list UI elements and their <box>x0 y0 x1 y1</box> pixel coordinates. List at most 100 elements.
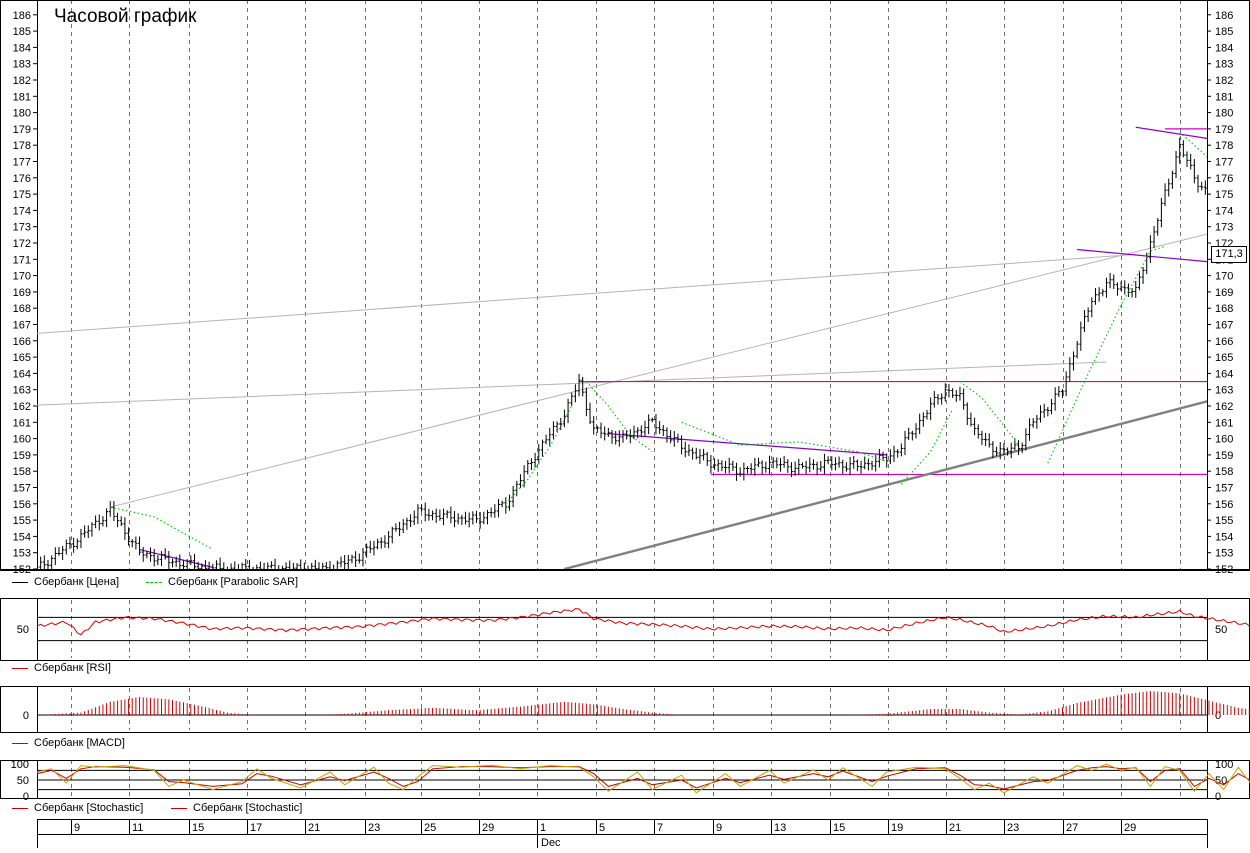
date-tick-label: 21 <box>949 822 961 834</box>
y-tick-label-right: 170 <box>1215 271 1233 283</box>
y-tick-label-right: 177 <box>1215 157 1233 169</box>
legend-stochastic-1-swatch <box>12 807 28 809</box>
y-tick-label-left: 184 <box>13 42 31 54</box>
legend-sar-swatch <box>146 581 162 583</box>
rsi-line <box>36 608 1250 636</box>
legend-rsi-swatch <box>12 667 28 669</box>
rsi-panel-frame <box>0 598 1250 661</box>
y-tick-label-right: 169 <box>1215 287 1233 299</box>
chart-title: Часовой график <box>54 6 197 27</box>
channel-line-2 <box>608 433 887 456</box>
y-tick-label-right: 181 <box>1215 91 1233 103</box>
legend-price: Сбербанк [Цена] <box>12 576 119 588</box>
legend-stochastic-1: Сбербанк [Stochastic] <box>12 802 143 814</box>
y-tick-label-left: 159 <box>13 450 31 462</box>
sar-segment-1 <box>505 405 573 505</box>
y-tick-label-left: 160 <box>13 434 31 446</box>
y-tick-label-right: 165 <box>1215 352 1233 364</box>
month-label: Dec <box>541 837 561 848</box>
y-tick-label-left: 166 <box>13 336 31 348</box>
legend-price-swatch <box>12 581 28 583</box>
y-tick-label-right: 155 <box>1215 515 1233 527</box>
date-tick-label: 1 <box>540 822 546 834</box>
legend-macd: Сбербанк [MACD] <box>12 737 125 749</box>
y-tick-label-left: 171 <box>13 254 31 266</box>
y-tick-label-right: 158 <box>1215 466 1233 478</box>
y-tick-label-left: 154 <box>13 531 31 543</box>
sar-segment-4 <box>900 409 954 485</box>
trend-line <box>564 400 1207 569</box>
date-tick-label: 5 <box>599 822 605 834</box>
date-tick-label: 25 <box>424 822 436 834</box>
rsi-tick-label-left: 50 <box>17 624 29 636</box>
legend-stochastic-1-label: Сбербанк [Stochastic] <box>34 802 144 814</box>
y-tick-label-right: 157 <box>1215 483 1233 495</box>
y-tick-label-right: 186 <box>1215 10 1233 22</box>
legend-rsi-label: Сбербанк [RSI] <box>34 662 111 674</box>
y-tick-label-left: 157 <box>13 483 31 495</box>
y-tick-label-left: 179 <box>13 124 31 136</box>
y-tick-label-right: 173 <box>1215 222 1233 234</box>
stoch-tick-label-right: 50 <box>1215 775 1227 787</box>
sar-segment-0 <box>110 506 214 550</box>
main-plot-area <box>37 126 1207 569</box>
date-tick-label: 7 <box>657 822 663 834</box>
legend-sar: Сбербанк [Parabolic SAR] <box>146 576 298 588</box>
y-tick-label-right: 163 <box>1215 385 1233 397</box>
date-tick-label: 23 <box>1007 822 1019 834</box>
date-tick-label: 13 <box>774 822 786 834</box>
stoch-tick-label-right: 100 <box>1215 759 1233 771</box>
y-tick-label-right: 176 <box>1215 173 1233 185</box>
y-tick-label-left: 152 <box>13 564 31 576</box>
legend-stochastic-2-label: Сбербанк [Stochastic] <box>193 802 303 814</box>
legend-price-label: Сбербанк [Цена] <box>34 576 120 588</box>
fan-line-1 <box>37 361 1107 406</box>
y-tick-label-right: 160 <box>1215 434 1233 446</box>
y-tick-label-left: 163 <box>13 385 31 397</box>
y-tick-label-left: 169 <box>13 287 31 299</box>
y-tick-label-right: 168 <box>1215 303 1233 315</box>
main-frame <box>0 0 1250 571</box>
y-tick-label-right: 164 <box>1215 368 1233 380</box>
y-tick-label-right: 184 <box>1215 42 1233 54</box>
stoch-tick-label-left: 100 <box>11 759 29 771</box>
y-tick-label-right: 162 <box>1215 401 1233 413</box>
y-tick-label-left: 180 <box>13 108 31 120</box>
y-tick-label-left: 168 <box>13 303 31 315</box>
macd-tick-label-right: 0 <box>1215 710 1221 722</box>
y-tick-label-left: 164 <box>13 368 31 380</box>
y-tick-label-right: 180 <box>1215 108 1233 120</box>
y-tick-label-right: 161 <box>1215 417 1233 429</box>
y-tick-label-right: 167 <box>1215 320 1233 332</box>
legend-stochastic-2: Сбербанк [Stochastic] <box>171 802 302 814</box>
y-tick-label-left: 172 <box>13 238 31 250</box>
y-tick-label-right: 166 <box>1215 336 1233 348</box>
y-tick-label-right: 154 <box>1215 531 1233 543</box>
sar-segment-6 <box>1047 245 1166 464</box>
y-tick-label-left: 176 <box>13 173 31 185</box>
stoch-tick-label-left: 0 <box>23 791 29 803</box>
date-tick-label: 23 <box>368 822 380 834</box>
macd-tick-label-left: 0 <box>23 710 29 722</box>
y-tick-label-left: 178 <box>13 140 31 152</box>
sar-segment-2 <box>585 381 653 453</box>
y-tick-label-left: 175 <box>13 189 31 201</box>
last-price-label: 171,3 <box>1211 246 1247 263</box>
y-tick-label-right: 178 <box>1215 140 1233 152</box>
y-tick-label-left: 162 <box>13 401 31 413</box>
y-tick-label-right: 179 <box>1215 124 1233 136</box>
y-tick-label-left: 183 <box>13 59 31 71</box>
date-tick-label: 29 <box>482 822 494 834</box>
y-tick-label-right: 159 <box>1215 450 1233 462</box>
y-tick-label-right: 156 <box>1215 499 1233 511</box>
y-tick-label-right: 183 <box>1215 59 1233 71</box>
y-tick-label-right: 185 <box>1215 26 1233 38</box>
y-tick-label-left: 177 <box>13 157 31 169</box>
y-tick-label-left: 161 <box>13 417 31 429</box>
stoch-tick-label-left: 50 <box>17 775 29 787</box>
y-tick-label-left: 158 <box>13 466 31 478</box>
y-tick-label-left: 165 <box>13 352 31 364</box>
y-tick-label-left: 174 <box>13 205 31 217</box>
